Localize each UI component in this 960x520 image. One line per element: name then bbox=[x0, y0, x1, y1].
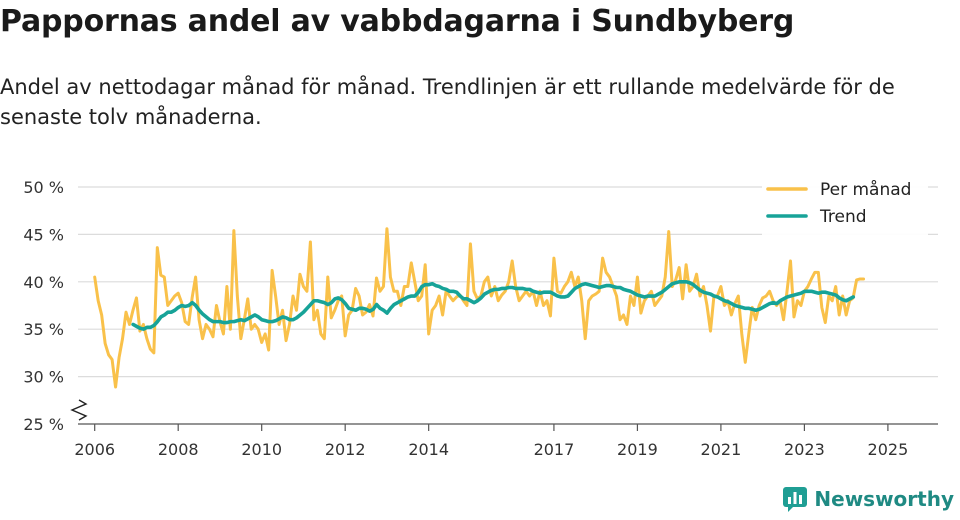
newsworthy-logo-icon bbox=[783, 487, 808, 512]
y-tick-label: 40 % bbox=[23, 273, 64, 292]
x-tick-label: 2021 bbox=[701, 440, 742, 459]
x-tick-label: 2012 bbox=[325, 440, 366, 459]
x-tick-label: 2017 bbox=[534, 440, 575, 459]
brand-logo[interactable]: Newsworthy bbox=[782, 486, 954, 512]
x-tick-label: 2010 bbox=[241, 440, 282, 459]
y-tick-label: 50 % bbox=[23, 178, 64, 197]
legend-label: Trend bbox=[819, 207, 867, 227]
legend-label: Per månad bbox=[820, 179, 911, 200]
chart-subtitle: Andel av nettodagar månad för månad. Tre… bbox=[0, 75, 895, 129]
axis-break-icon bbox=[70, 399, 88, 421]
x-tick-label: 2025 bbox=[868, 440, 909, 459]
legend-box bbox=[762, 176, 928, 240]
y-tick-label: 30 % bbox=[23, 368, 64, 387]
series-line-trend bbox=[131, 279, 856, 332]
x-tick-label: 2008 bbox=[158, 440, 199, 459]
y-tick-label: 35 % bbox=[23, 320, 64, 339]
y-tick-label: 25 % bbox=[23, 415, 64, 434]
x-tick-label: 2023 bbox=[784, 440, 825, 459]
x-tick-label: 2019 bbox=[617, 440, 658, 459]
x-tick-label: 2014 bbox=[408, 440, 449, 459]
x-tick-label: 2006 bbox=[74, 440, 115, 459]
brand-name: Newsworthy bbox=[814, 487, 954, 511]
chart-title: Pappornas andel av vabbdagarna i Sundbyb… bbox=[0, 4, 795, 39]
y-tick-label: 45 % bbox=[23, 225, 64, 244]
